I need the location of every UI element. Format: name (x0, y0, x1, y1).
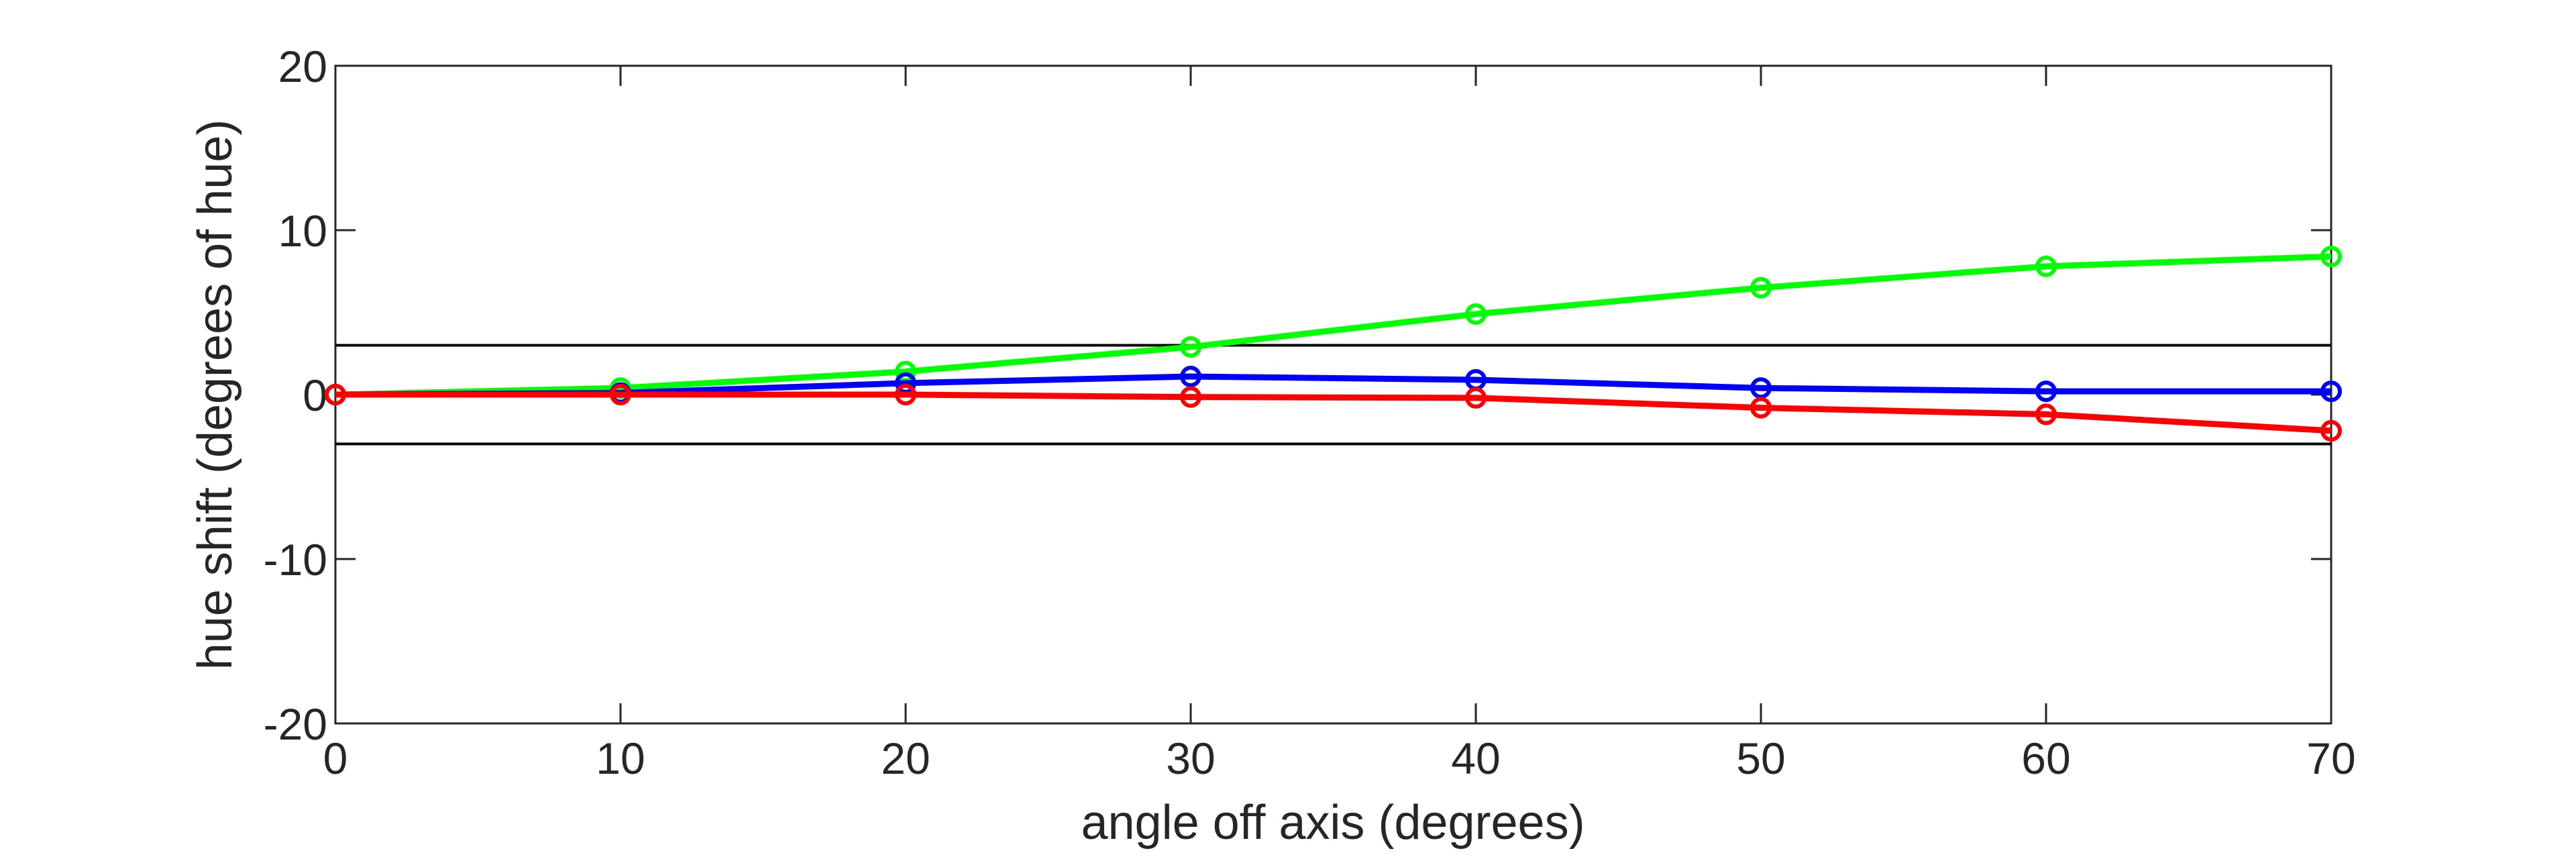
y-tick-label: 0 (303, 370, 327, 420)
x-tick-label: 40 (1451, 734, 1500, 783)
data-point-red (2320, 419, 2342, 442)
y-axis-label: hue shift (degrees of hue) (189, 119, 242, 670)
data-point-blue (2035, 381, 2057, 403)
x-tick-label: 50 (1736, 734, 1785, 783)
data-point-red (325, 384, 346, 405)
x-tick-label: 30 (1166, 734, 1215, 783)
data-point-green (2320, 246, 2342, 268)
x-tick-label: 60 (2021, 734, 2070, 783)
data-point-red (1750, 397, 1772, 419)
series-line-blue (335, 373, 2331, 398)
data-point-blue (1750, 377, 1772, 399)
x-tick-label: 70 (2306, 734, 2355, 783)
x-tick-label: 20 (881, 734, 930, 783)
data-point-blue (2320, 381, 2342, 403)
data-point-green (1180, 336, 1201, 358)
x-tick-label: 10 (596, 734, 645, 783)
series-line-green (335, 253, 2332, 398)
y-tick-label: 20 (278, 42, 327, 91)
data-point-red (2035, 403, 2057, 425)
data-point-red (1465, 387, 1487, 409)
data-point-green (1465, 303, 1487, 325)
x-tick-label: 0 (323, 734, 348, 783)
y-tick-label: -10 (264, 535, 327, 585)
data-point-green (2035, 255, 2057, 277)
data-point-red (1180, 386, 1201, 408)
x-axis-label: angle off axis (degrees) (1081, 796, 1585, 850)
data-point-red (895, 384, 916, 405)
y-tick-label: -20 (264, 699, 327, 749)
data-point-blue (1180, 366, 1201, 388)
data-point-red (610, 384, 631, 405)
series-red (325, 384, 2342, 442)
series-line-red (335, 391, 2332, 434)
data-point-green (1750, 276, 1772, 299)
y-tick-label: 10 (278, 206, 327, 256)
